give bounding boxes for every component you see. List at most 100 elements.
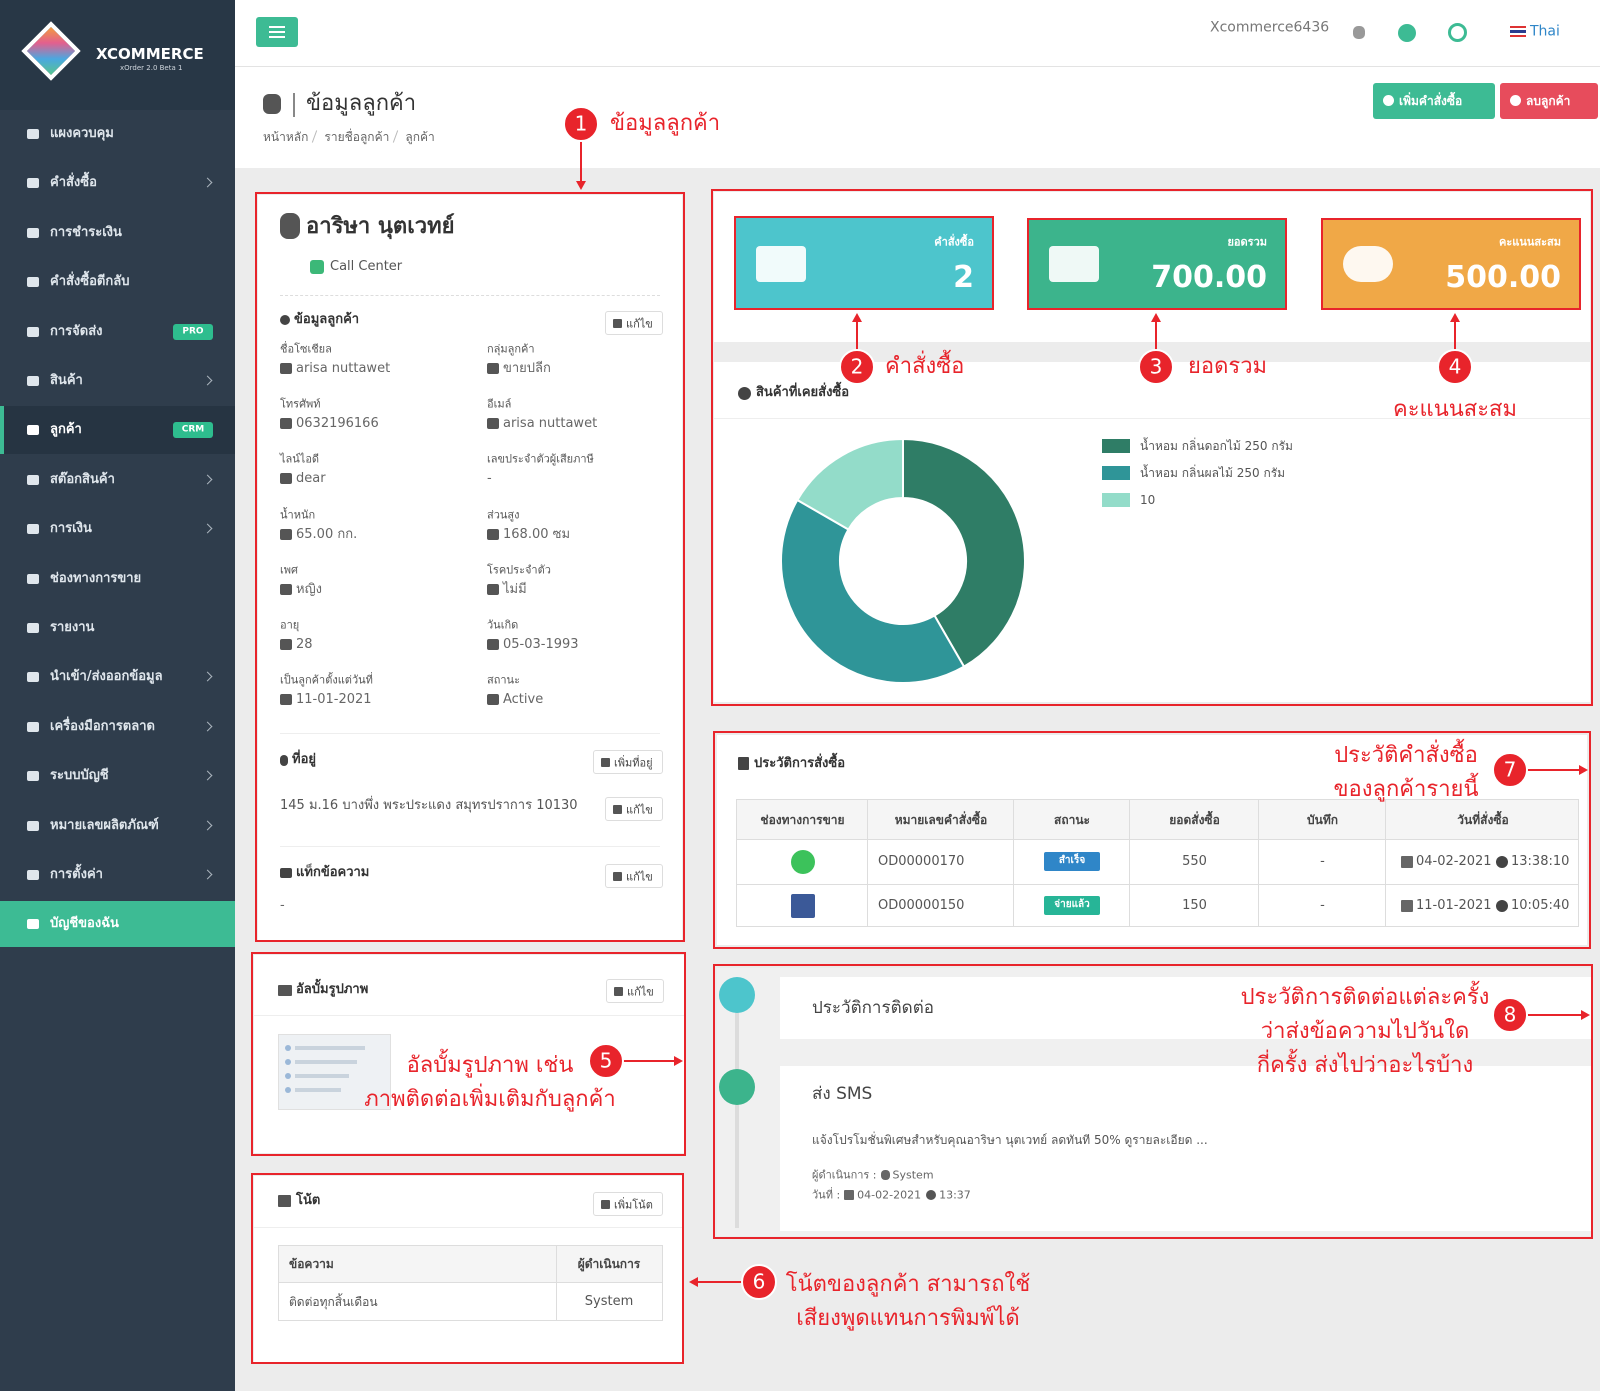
col-divider <box>1385 800 1386 926</box>
field-label: อีเมล์ <box>487 397 512 411</box>
icon <box>278 1195 291 1207</box>
icon <box>487 639 499 650</box>
section-title: ข้อมูลลูกค้า <box>294 312 360 328</box>
icon <box>285 1087 291 1093</box>
highlight-box <box>711 189 1593 706</box>
icon <box>738 757 749 770</box>
column-header: วันที่สั่งซื้อ <box>1457 812 1509 827</box>
action-button[interactable]: เพิ่มคำสั่งซื้อ <box>1373 83 1495 119</box>
donut-slice <box>780 498 966 684</box>
icon <box>1510 95 1521 106</box>
icon <box>285 1045 291 1051</box>
order-time: 10:05:40 <box>1511 898 1570 914</box>
timeline-line <box>735 988 739 1228</box>
action-button[interactable]: ลบลูกค้า <box>1500 83 1598 119</box>
icon <box>27 771 39 782</box>
section-title: โน้ต <box>296 1193 321 1209</box>
field-value: Active <box>503 692 544 708</box>
col-divider <box>1013 800 1014 926</box>
field-value: arisa nuttawet <box>296 361 391 377</box>
icon <box>310 260 324 274</box>
highlight-box <box>1027 218 1287 310</box>
col-divider <box>1129 800 1130 926</box>
chevron <box>202 869 213 880</box>
small-button[interactable]: แก้ไข <box>605 864 663 888</box>
entry-date: 04-02-2021 <box>857 1188 922 1202</box>
customer-source: Call Center <box>330 259 403 275</box>
arrow-head <box>689 1277 698 1287</box>
stat-label: ยอดรวม <box>1227 235 1267 249</box>
language: Thai <box>1530 23 1560 40</box>
profile-card: อาริษา นุตเวทย์ Call Center ข้อมูลลูกค้า แก… <box>258 195 682 940</box>
icon <box>280 639 292 650</box>
field-label: กลุ่มลูกค้า <box>487 342 535 356</box>
note-operator: System <box>584 1294 634 1310</box>
annotation-text: เสียงพูดแทนการพิมพ์ได้ <box>796 1305 1019 1331</box>
address: 145 ม.16 บางพึ่ง พระประแดง สมุทรปราการ 1… <box>280 798 578 814</box>
field-label: ไลน์ไอดี <box>280 452 320 466</box>
button-text: เพิ่มคำสั่งซื้อ <box>1399 93 1463 108</box>
small-button[interactable]: แก้ไข <box>605 797 663 821</box>
menu-badge: CRM <box>173 422 213 439</box>
button-text: เพิ่มโน้ต <box>614 1198 653 1212</box>
divider <box>293 93 295 117</box>
button-text: แก้ไข <box>626 317 653 331</box>
highlight-box <box>734 216 994 310</box>
menu-item: การจัดส่ง <box>50 323 103 339</box>
divider <box>280 733 660 734</box>
row-divider <box>737 884 1578 885</box>
breadcrumb-sep <box>393 130 399 143</box>
icon <box>613 805 622 814</box>
icon <box>27 721 39 732</box>
small-button[interactable]: แก้ไข <box>605 311 663 335</box>
field-value: ไม่มี <box>503 582 527 597</box>
menu-item: สินค้า <box>50 373 83 389</box>
icon <box>27 919 39 930</box>
orders-card: ประวัติการสั่งซื้อ ช่องทางการขาย หมายเลขคำ… <box>717 735 1587 945</box>
icon <box>1401 900 1413 912</box>
small-button[interactable]: เพิ่มโน้ต <box>593 1192 663 1216</box>
menu-toggle[interactable] <box>256 17 298 47</box>
icon <box>487 583 499 595</box>
stat-value: 700.00 <box>1151 260 1267 295</box>
breadcrumb: ลูกค้า <box>405 129 435 144</box>
menu-item: เครื่องมือการตลาด <box>50 719 155 734</box>
icon <box>790 850 815 874</box>
breadcrumb: หน้าหลัก <box>263 129 309 144</box>
stat-label: คำสั่งซื้อ <box>934 235 974 249</box>
stat-tile: ยอดรวม 700.00 <box>1027 218 1287 310</box>
note-text: ติดต่อทุกสิ้นเดือน <box>289 1294 378 1309</box>
entry-message: แจ้งโปรโมชั่นพิเศษสำหรับคุณอาริษา นุตเวท… <box>812 1132 1208 1147</box>
icon <box>27 178 39 189</box>
icon <box>1343 246 1393 282</box>
small-button[interactable]: แก้ไข <box>606 979 664 1003</box>
order-number: OD00000150 <box>878 898 965 914</box>
chevron <box>202 671 213 682</box>
icon <box>278 985 292 996</box>
highlight-box <box>251 1173 684 1364</box>
section-title: แท็กข้อความ <box>296 865 370 881</box>
small-button[interactable]: เพิ่มที่อยู่ <box>593 750 663 774</box>
icon <box>280 473 292 485</box>
icon <box>487 418 499 430</box>
divider <box>254 1015 684 1016</box>
flag <box>1510 26 1526 37</box>
icon <box>613 872 622 881</box>
field-label: วันเกิด <box>487 618 519 632</box>
menu-item: คำสั่งซื้อ <box>50 175 97 191</box>
icon <box>27 474 39 485</box>
icon <box>285 1073 291 1079</box>
stat-value: 500.00 <box>1445 260 1561 295</box>
operator: System <box>892 1168 934 1182</box>
highlight-box <box>1321 218 1581 310</box>
breadcrumb: รายชื่อลูกค้า <box>324 129 390 144</box>
chevron <box>202 177 213 188</box>
status-badge: จ่ายแล้ว <box>1044 896 1100 915</box>
album-card: อัลบั้มรูปภาพ แก้ไข <box>254 955 684 1153</box>
icon <box>601 1200 610 1209</box>
status-badge: สำเร็จ <box>1044 852 1100 871</box>
operator-label: ผู้ดำเนินการ : <box>812 1168 877 1182</box>
field-label: เป็นลูกค้าตั้งแต่วันที่ <box>280 673 373 687</box>
menu-item: คำสั่งซื้อตีกลับ <box>50 274 130 290</box>
